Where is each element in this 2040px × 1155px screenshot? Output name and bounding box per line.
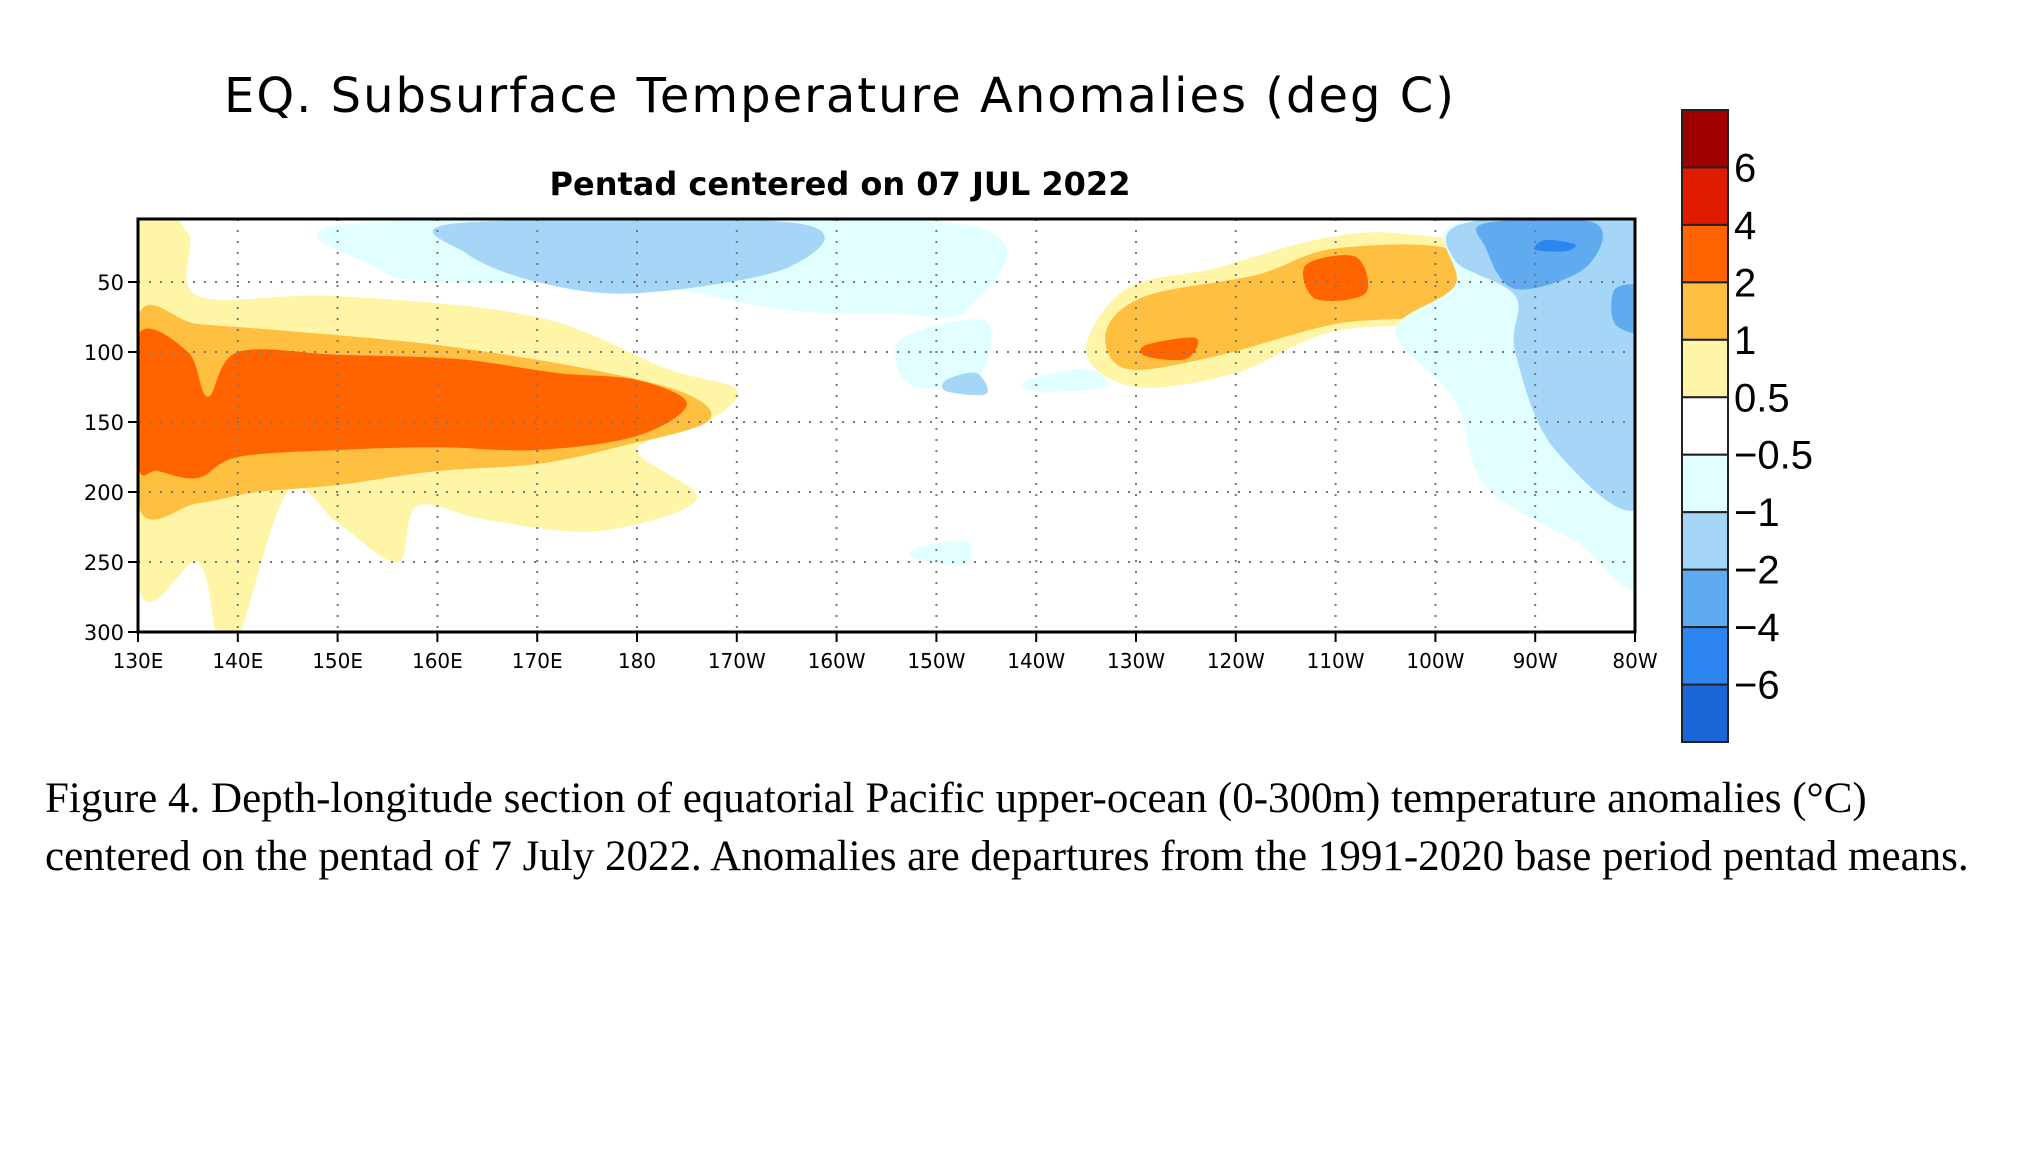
chart-title: EQ. Subsurface Temperature Anomalies (de… xyxy=(224,68,1456,124)
colorbar-label: 0.5 xyxy=(1734,376,1790,420)
y-tick-label: 200 xyxy=(84,481,124,505)
colorbar-swatch xyxy=(1681,511,1729,571)
colorbar-label: −2 xyxy=(1734,549,1780,593)
colorbar-swatch xyxy=(1681,568,1729,629)
colorbar-swatch xyxy=(1681,683,1729,744)
x-tick-label: 130E xyxy=(113,649,164,673)
x-tick-label: 160E xyxy=(412,649,463,673)
x-tick-label: 170E xyxy=(512,649,563,673)
colorbar-swatch xyxy=(1681,396,1729,456)
chart-subtitle: Pentad centered on 07 JUL 2022 xyxy=(549,165,1131,203)
x-tick-label: 80W xyxy=(1612,649,1657,673)
x-tick-label: 160W xyxy=(808,649,866,673)
colorbar-swatch xyxy=(1681,453,1729,514)
y-axis: 50 100 150 200 250 300 xyxy=(84,271,138,645)
colorbar-label: −0.5 xyxy=(1734,434,1813,478)
anomaly-region-6 xyxy=(1302,255,1369,301)
colorbar-swatch xyxy=(1681,166,1729,226)
anomaly-region-7 xyxy=(1140,337,1199,361)
y-tick-label: 150 xyxy=(84,411,124,435)
x-tick-label: 110W xyxy=(1307,649,1365,673)
colorbar-label: 6 xyxy=(1734,146,1756,190)
x-tick-label: 180 xyxy=(618,649,656,673)
anomaly-region-18 xyxy=(1475,219,1603,290)
anomaly-region-19 xyxy=(1611,284,1635,334)
colorbar-swatch xyxy=(1681,223,1729,284)
y-tick-label: 300 xyxy=(84,621,124,645)
y-tick-label: 50 xyxy=(97,271,124,295)
x-tick-label: 130W xyxy=(1107,649,1165,673)
plot-frame xyxy=(136,217,1637,634)
x-axis: 130E 140E 150E 160E 170E 180 170W 160W 150W 140W 1… xyxy=(113,632,1658,673)
anomaly-region-12 xyxy=(1022,368,1109,392)
colorbar-label: −6 xyxy=(1734,664,1780,708)
colorbar-swatch xyxy=(1681,109,1729,169)
x-tick-label: 100W xyxy=(1406,649,1464,673)
anomaly-regions xyxy=(138,219,1635,632)
colorbar-label: −4 xyxy=(1734,606,1780,650)
x-tick-label: 140E xyxy=(212,649,263,673)
heatmap-plot: 130E 140E 150E 160E 170E 180 170W 160W 150W 140W 1… xyxy=(84,217,1658,673)
y-tick-label: 250 xyxy=(84,551,124,575)
figure-caption: Figure 4. Depth-longitude section of equ… xyxy=(45,775,1969,880)
colorbar-swatch xyxy=(1681,338,1729,399)
anomaly-region-16 xyxy=(941,372,988,396)
x-tick-label: 170W xyxy=(708,649,766,673)
x-tick-label: 140W xyxy=(1007,649,1065,673)
y-tick-label: 100 xyxy=(84,341,124,365)
x-tick-label: 120W xyxy=(1207,649,1265,673)
anomaly-region-20 xyxy=(1534,239,1576,252)
anomaly-region-3 xyxy=(138,328,687,479)
anomaly-region-17 xyxy=(1446,219,1635,511)
anomaly-region-15 xyxy=(432,219,825,294)
grid-lines xyxy=(138,219,1635,632)
colorbar-swatch xyxy=(1681,626,1729,686)
colorbar-swatch xyxy=(1681,281,1729,341)
x-tick-label: 150E xyxy=(312,649,363,673)
colorbar-label: 1 xyxy=(1734,319,1756,363)
colorbar-label: 4 xyxy=(1734,204,1756,248)
x-tick-label: 90W xyxy=(1513,649,1558,673)
anomaly-region-13 xyxy=(910,540,973,566)
colorbar-label: −1 xyxy=(1734,491,1780,535)
colorbar: 6 4 2 1 0.5 −0.5 −1 −2 −4 −6 xyxy=(1681,109,1813,744)
x-tick-label: 150W xyxy=(907,649,965,673)
anomaly-region-11 xyxy=(894,319,992,389)
colorbar-label: 2 xyxy=(1734,261,1756,305)
